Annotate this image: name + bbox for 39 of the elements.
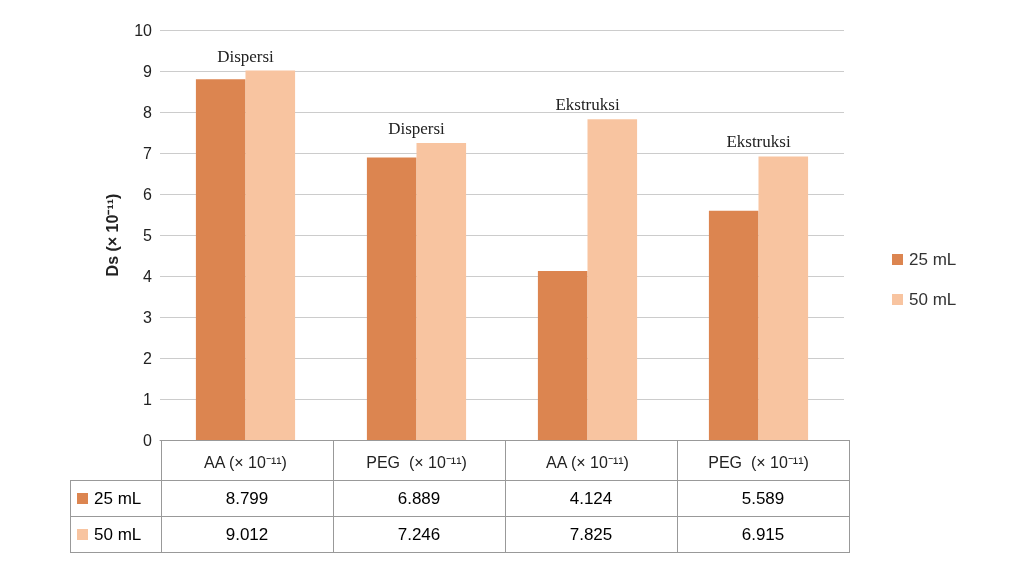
- y-axis-title: Ds (× 10⁻¹¹): [103, 193, 121, 277]
- data-label: 4.124: [569, 488, 613, 508]
- y-tick-label: 1: [143, 390, 153, 408]
- bar: [587, 119, 638, 440]
- data-label: 5.589: [741, 488, 785, 508]
- y-tick-label: 9: [143, 62, 153, 80]
- annotation: Dispersi: [388, 118, 446, 138]
- x-tick-label: PEG (× 10⁻¹¹): [366, 453, 467, 471]
- legend-label: 25 mL: [94, 488, 142, 508]
- data-label: 8.799: [225, 488, 269, 508]
- data-label: 6.889: [397, 488, 441, 508]
- bar: [195, 79, 246, 440]
- x-tick-label: PEG (× 10⁻¹¹): [708, 453, 809, 471]
- bar: [708, 210, 759, 440]
- legend-label: 50 mL: [909, 290, 957, 309]
- y-tick-label: 3: [143, 308, 153, 326]
- data-label: 7.246: [397, 524, 441, 544]
- data-label: 9.012: [225, 524, 269, 544]
- y-tick-label: 5: [143, 226, 153, 244]
- y-tick-label: 8: [143, 103, 153, 121]
- data-label: 7.825: [569, 524, 613, 544]
- text: 25 mL: [909, 250, 957, 269]
- y-tick-label: 4: [143, 267, 153, 285]
- data-label: 6.915: [741, 524, 785, 544]
- bar: [366, 157, 417, 440]
- bar: [758, 156, 809, 440]
- annotation: Dispersi: [217, 46, 275, 66]
- bar: [537, 270, 588, 440]
- annotation: Ekstruksi: [726, 132, 791, 152]
- bar: [416, 142, 467, 440]
- y-tick-label: 2: [143, 349, 153, 367]
- y-tick-label: 0: [143, 431, 153, 449]
- y-tick-label: 10: [134, 21, 153, 39]
- annotation: Ekstruksi: [555, 95, 620, 115]
- y-tick-label: 6: [143, 185, 153, 203]
- x-tick-label: AA (× 10⁻¹¹): [546, 453, 629, 471]
- x-tick-label: AA (× 10⁻¹¹): [204, 453, 287, 471]
- bar: [245, 70, 296, 440]
- y-tick-label: 7: [143, 144, 153, 162]
